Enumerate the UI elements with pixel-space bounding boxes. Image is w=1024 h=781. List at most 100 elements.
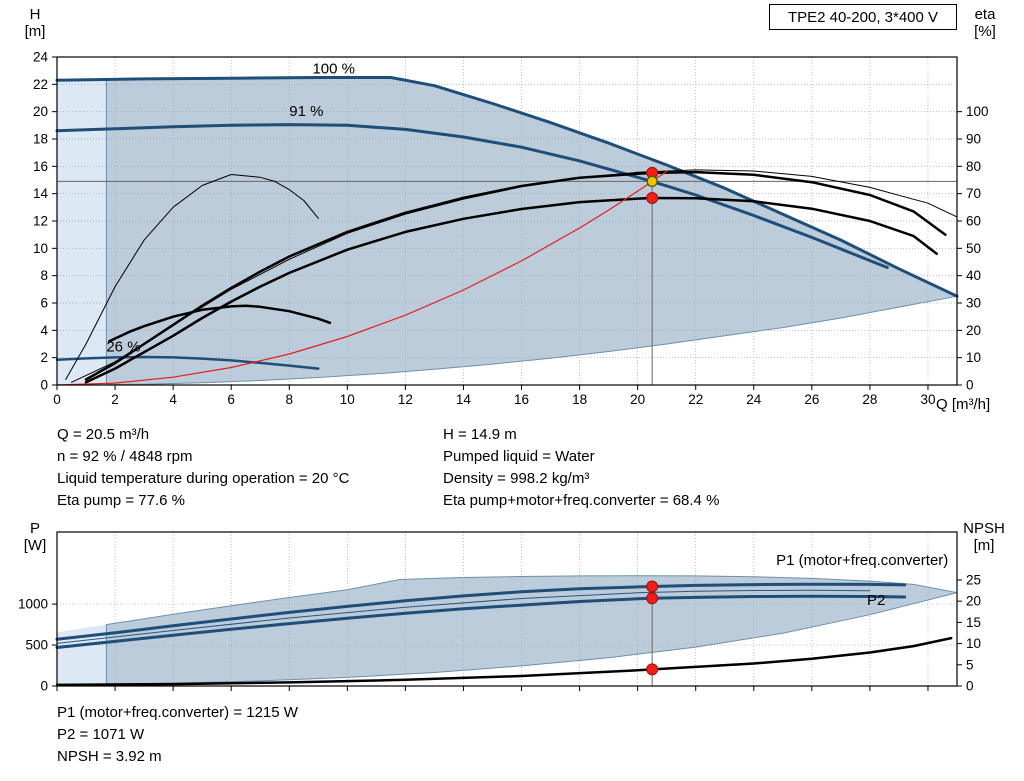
y-left-tick-label: 20 — [33, 104, 48, 119]
label-100pct: 100 % — [312, 60, 355, 77]
x-tick-label: 2 — [111, 392, 119, 407]
y-left-tick-label: 22 — [33, 77, 48, 92]
p1-point[interactable] — [646, 580, 659, 593]
x-tick-label: 10 — [340, 392, 355, 407]
y-right-tick-label: 20 — [966, 594, 981, 609]
lowspeed-thick-curve — [108, 304, 332, 343]
y-right-tick-label: 10 — [966, 350, 981, 365]
p1-curve — [55, 582, 907, 641]
y-left-tick-label: 2 — [40, 350, 48, 365]
operating-envelope — [105, 77, 959, 386]
duty-point[interactable] — [646, 175, 658, 188]
duty-npsh-readout: NPSH = 3.92 m — [57, 748, 162, 765]
y-left-tick-label: 24 — [33, 50, 49, 65]
label-91pct: 91 % — [289, 103, 323, 120]
duty-info-right: H = 14.9 m Pumped liquid = Water Density… — [443, 424, 719, 512]
y-left-tick-label: 0 — [40, 679, 48, 694]
pump-model-label: TPE2 40-200, 3*400 V — [787, 8, 939, 26]
y-left-tick-label: 10 — [33, 241, 48, 256]
y-right-tick-label: 5 — [966, 657, 974, 672]
duty-eta-total-readout: Eta pump+motor+freq.converter = 68.4 % — [443, 492, 720, 509]
curve-100pct — [55, 76, 959, 298]
y-right-tick-label: 0 — [966, 378, 974, 393]
npsh-axis-symbol: NPSH — [963, 520, 1005, 537]
p-axis-symbol: P — [29, 520, 40, 537]
pump-model-box: TPE2 40-200, 3*400 V — [769, 4, 957, 30]
y-left-tick-label: 0 — [40, 378, 48, 393]
y-left-tick-label: 12 — [33, 214, 48, 229]
y-left-tick-label: 16 — [33, 159, 48, 174]
label-p1: P1 (motor+freq.converter) — [776, 552, 948, 569]
curve-91pct — [55, 123, 889, 269]
eta-100pct-curve — [71, 169, 958, 383]
y-right-tick-label: 40 — [966, 268, 981, 283]
x-tick-label: 0 — [53, 392, 61, 407]
h-axis-unit: [m] — [24, 23, 46, 40]
p2-curve — [55, 594, 907, 649]
x-tick-label: 30 — [920, 392, 935, 407]
power-envelope — [105, 575, 958, 685]
duty-q-readout: Q = 20.5 m³/h — [57, 426, 150, 443]
y-left-tick-label: 14 — [33, 186, 49, 201]
eta-axis-title: eta [%] — [962, 6, 1008, 40]
p-axis-title: P [W] — [12, 520, 58, 554]
x-tick-label: 20 — [630, 392, 645, 407]
power-info: P1 (motor+freq.converter) = 1215 W P2 = … — [57, 702, 298, 768]
x-tick-label: 24 — [746, 392, 762, 407]
p-axis-unit: [W] — [23, 537, 47, 554]
p-mid-thin-curve — [56, 589, 871, 644]
x-tick-label: 14 — [456, 392, 472, 407]
y-right-tick-label: 0 — [966, 679, 974, 694]
y-right-tick-label: 20 — [966, 323, 981, 338]
y-left-tick-label: 18 — [33, 132, 48, 147]
plot-border — [56, 531, 958, 687]
x-tick-label: 28 — [862, 392, 877, 407]
y-right-tick-label: 60 — [966, 214, 981, 229]
x-tick-label: 26 — [804, 392, 819, 407]
low-flow-region — [57, 79, 107, 386]
x-tick-label: 12 — [398, 392, 413, 407]
eta-total-curve — [84, 196, 938, 384]
duty-eta-pump-readout: Eta pump = 77.6 % — [57, 492, 185, 509]
duty-p1-readout: P1 (motor+freq.converter) = 1215 W — [57, 704, 298, 721]
y-right-tick-label: 100 — [966, 104, 989, 119]
duty-liquid-temp-readout: Liquid temperature during operation = 20… — [57, 470, 350, 487]
h-axis-symbol: H — [29, 6, 41, 23]
eta-axis-symbol: eta — [974, 6, 996, 23]
y-left-tick-label: 1000 — [18, 597, 48, 612]
duty-info-left: Q = 20.5 m³/h n = 92 % / 4848 rpm Liquid… — [57, 424, 349, 512]
duty-density-readout: Density = 998.2 kg/m³ — [443, 470, 590, 487]
control-curve — [56, 170, 668, 386]
eta-lowspeed-thin-curve — [65, 174, 319, 380]
y-right-tick-label: 25 — [966, 572, 981, 587]
duty-p2-readout: P2 = 1071 W — [57, 726, 145, 743]
curve-26pct — [55, 355, 320, 370]
x-tick-label: 6 — [227, 392, 235, 407]
npsh-point[interactable] — [646, 663, 659, 676]
duty-speed-readout: n = 92 % / 4848 rpm — [57, 448, 193, 465]
eta-total-point[interactable] — [646, 192, 659, 205]
y-right-tick-label: 30 — [966, 296, 981, 311]
p2-point[interactable] — [646, 592, 659, 605]
x-tick-label: 8 — [286, 392, 294, 407]
low-flow-region — [57, 624, 107, 686]
y-left-tick-label: 4 — [40, 323, 48, 338]
npsh-axis-unit: [m] — [973, 537, 995, 554]
x-tick-label: 18 — [572, 392, 587, 407]
x-tick-label: 4 — [169, 392, 177, 407]
duty-liquid-readout: Pumped liquid = Water — [443, 448, 595, 465]
y-right-tick-label: 90 — [966, 132, 981, 147]
y-right-tick-label: 50 — [966, 241, 981, 256]
q-axis-title: Q [m³/h] — [936, 396, 991, 413]
h-axis-title: H [m] — [12, 6, 58, 40]
label-p2: P2 — [867, 592, 885, 609]
y-left-tick-label: 6 — [40, 296, 48, 311]
y-right-tick-label: 80 — [966, 159, 981, 174]
y-right-tick-label: 15 — [966, 615, 981, 630]
qh-chart[interactable]: 100 %91 %26 %0 2 4 6 8 10 12 14 16 18 20 22 24 26 28 30… — [0, 0, 1024, 418]
label-26pct: 26 % — [106, 339, 140, 356]
x-tick-label: 22 — [688, 392, 703, 407]
npsh-axis-title: NPSH [m] — [952, 520, 1016, 554]
power-npsh-chart[interactable]: P1 (motor+freq.converter)P20500100005101… — [0, 520, 1024, 698]
